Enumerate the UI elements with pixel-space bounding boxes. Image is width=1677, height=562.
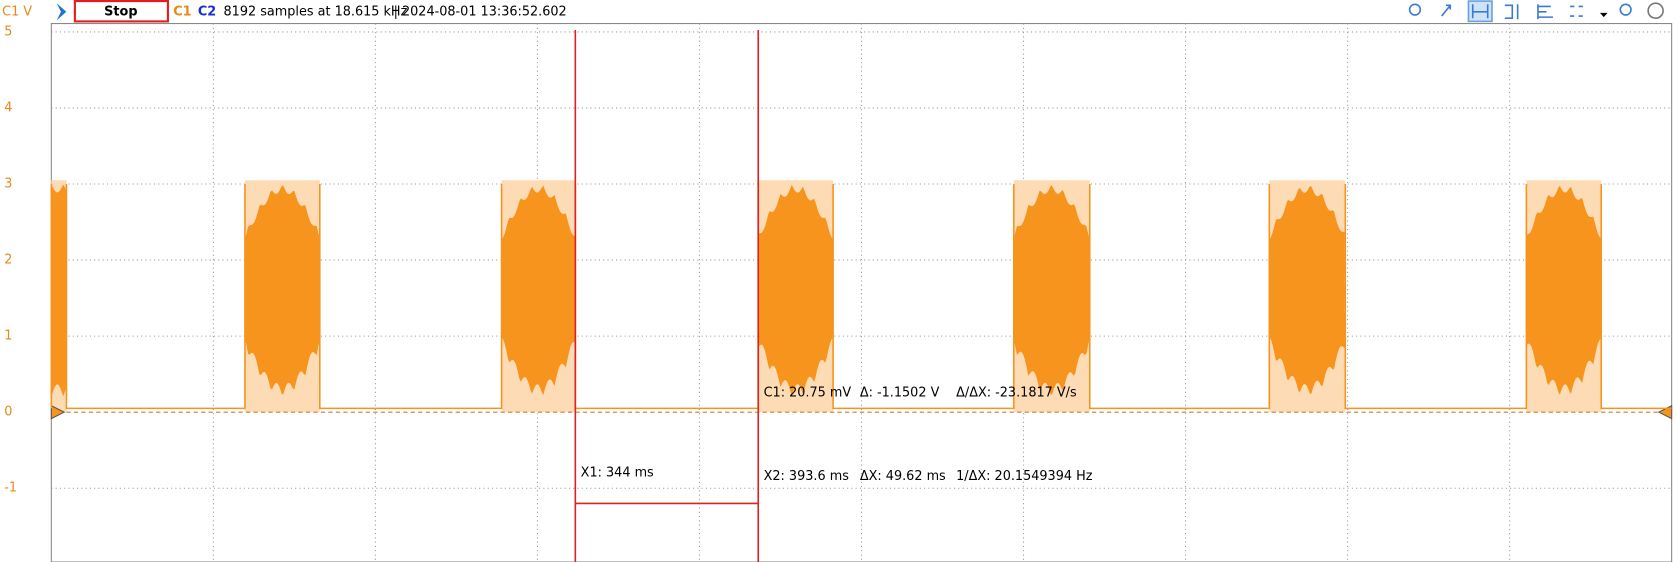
zoom-icon[interactable]	[1408, 3, 1422, 16]
y-tick-label: 3	[4, 177, 12, 192]
settings-icon[interactable]	[1647, 2, 1664, 20]
run-icon[interactable]	[56, 3, 67, 21]
stop-label[interactable]: Stop	[104, 4, 137, 19]
burst-waveform	[1013, 185, 1090, 396]
cursor-icon[interactable]	[1441, 4, 1452, 17]
channel-1[interactable]: C1	[173, 4, 191, 19]
measurement: Δ: -1.1502 V	[860, 385, 940, 400]
stop-button[interactable]	[73, 0, 169, 23]
axis-label: C1 V	[2, 4, 32, 19]
y-tick-label: 0	[4, 405, 12, 420]
burst-waveform	[244, 185, 320, 395]
burst-waveform	[1269, 186, 1346, 394]
layout-icon[interactable]	[1570, 5, 1583, 17]
burst-waveform	[1526, 185, 1602, 395]
dropdown-icon[interactable]	[1599, 12, 1608, 18]
zero-marker-left	[50, 404, 66, 420]
y-tick-label: 2	[4, 253, 12, 268]
y-tick-label: 5	[4, 24, 12, 39]
measurement: 1/ΔX: 20.1549394 Hz	[956, 469, 1093, 484]
hcursor-glyph	[1471, 4, 1489, 19]
cursor-label: X2: 393.6 ms	[764, 469, 850, 484]
burst-waveform	[501, 185, 576, 396]
plot-area	[50, 23, 1673, 562]
y-tick-label: -1	[4, 481, 17, 496]
measurement: Δ/ΔX: -23.1817 V/s	[956, 385, 1077, 400]
measurement: ΔX: 49.62 ms	[860, 469, 946, 484]
burst-waveform	[758, 184, 834, 397]
zoom-out-icon[interactable]	[1619, 3, 1632, 16]
sample-info: 8192 samples at 18.615 kHz	[224, 4, 408, 19]
y-tick-label: 1	[4, 329, 12, 344]
toolbar-icons	[1408, 0, 1664, 23]
toolbar	[0, 0, 1677, 24]
channel-2[interactable]: C2	[198, 4, 216, 19]
y-tick-label: 4	[4, 100, 12, 115]
measure-icon[interactable]	[1537, 4, 1553, 20]
burst-waveform	[51, 184, 67, 397]
cursor-label: X1: 344 ms	[581, 466, 654, 481]
vcursor-icon[interactable]	[1504, 4, 1519, 20]
timestamp: | 2024-08-01 13:36:52.602	[394, 4, 567, 19]
measurement: C1: 20.75 mV	[764, 385, 852, 400]
